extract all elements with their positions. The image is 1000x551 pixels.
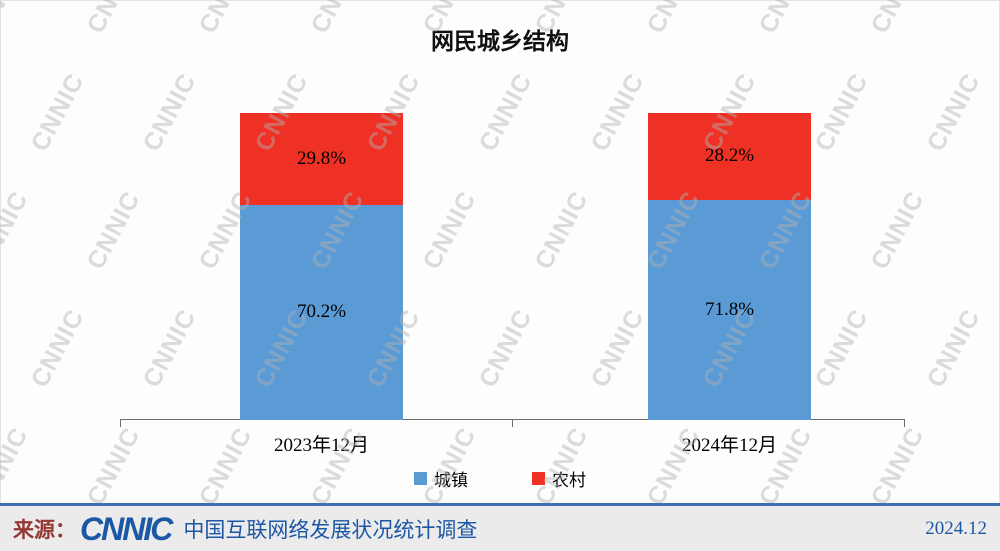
category-label: 2024年12月 xyxy=(681,435,777,456)
legend-swatch xyxy=(414,472,427,485)
cnnic-logo: CNNIC xyxy=(80,510,173,547)
cnnic-watermark: CNNIC xyxy=(921,68,986,156)
bar-segment: 71.8% xyxy=(648,199,811,420)
axis-tick xyxy=(120,420,121,427)
legend-label: 城镇 xyxy=(434,471,468,490)
chart-title: 网民城乡结构 xyxy=(431,28,569,54)
report-date: 2024.12 xyxy=(925,517,987,539)
data-label: 71.8% xyxy=(704,298,755,320)
bar-segment: 70.2% xyxy=(240,204,403,420)
bar-segment: 28.2% xyxy=(648,113,811,200)
axis-tick xyxy=(512,420,513,427)
legend: 城镇 农村 xyxy=(0,466,1000,491)
legend-item: 农村 xyxy=(532,466,586,491)
cnnic-watermark: CNNIC xyxy=(0,186,34,274)
cnnic-watermark: CNNIC xyxy=(921,304,986,392)
cnnic-watermark: CNNIC xyxy=(25,304,90,392)
legend-label: 农村 xyxy=(552,471,586,490)
data-label: 29.8% xyxy=(296,147,347,169)
bar-segment: 29.8% xyxy=(240,113,403,205)
data-label: 28.2% xyxy=(704,145,755,167)
plot-area: 29.8% 70.2% 28.2% 71.8% xyxy=(120,113,905,427)
axis-tick xyxy=(904,420,905,427)
survey-name: 中国互联网络发展状况统计调查 xyxy=(183,518,478,542)
data-label: 70.2% xyxy=(296,301,347,323)
stacked-bar: 29.8% 70.2% xyxy=(240,113,403,420)
x-axis-line xyxy=(120,419,905,420)
legend-item: 城镇 xyxy=(414,466,468,491)
category-label: 2023年12月 xyxy=(273,435,369,456)
cnnic-watermark: CNNIC xyxy=(25,68,90,156)
stacked-bar: 28.2% 71.8% xyxy=(648,113,811,420)
legend-swatch xyxy=(532,472,545,485)
footer: 来源： CNNIC 中国互联网络发展状况统计调查 2024.12 xyxy=(0,503,1000,551)
source-label: 来源： xyxy=(13,518,76,542)
